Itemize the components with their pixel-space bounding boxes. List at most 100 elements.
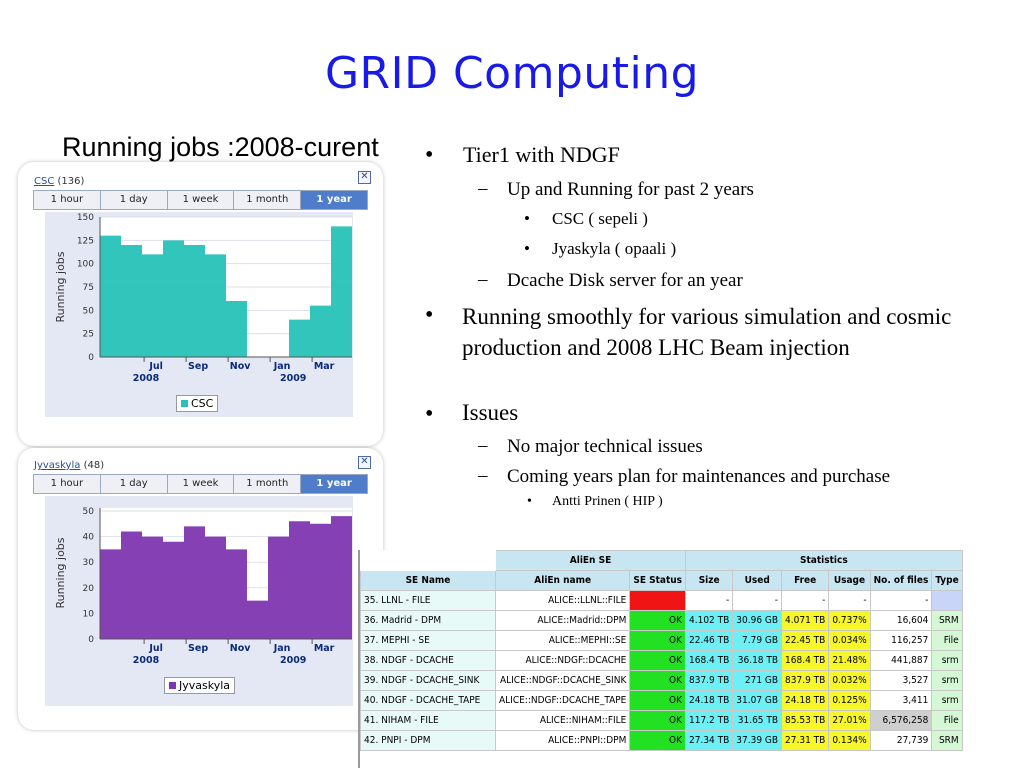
se-name-cell[interactable]: 41. NIHAM - FILE (360, 710, 496, 731)
alien-name-cell: ALICE::NIHAM::FILE (494, 710, 631, 731)
job-count: (48) (83, 460, 105, 471)
alien-name-cell: ALICE::MEPHI::SE (494, 630, 631, 651)
col-alien-name[interactable]: AliEn name (494, 570, 631, 591)
storage-element-table: AliEn SE Statistics SE Name AliEn name S… (360, 550, 963, 751)
used-cell: 271 GB (732, 670, 783, 691)
tab-1-month[interactable]: 1 month (234, 191, 302, 209)
se-name-cell[interactable]: 42. PNPI - DPM (360, 730, 496, 751)
site-link[interactable]: CSC (34, 176, 55, 187)
site-link[interactable]: Jyvaskyla (34, 460, 81, 471)
widget-title: CSC (136) (34, 176, 84, 187)
series-area-path (100, 516, 352, 639)
tab-1-week[interactable]: 1 week (167, 475, 235, 493)
y-tick-label: 30 (83, 558, 95, 568)
csc-jobs-widget: CSC (136) ✕ 1 hour 1 day 1 week 1 month … (18, 162, 383, 446)
table-row: 37. MEPHI - SE ALICE::MEPHI::SE OK 22.46… (360, 630, 963, 651)
bullet-issues: Issues (462, 400, 519, 425)
y-tick-labels: 150 125 100 75 50 25 0 (77, 213, 94, 363)
tab-1-hour[interactable]: 1 hour (34, 475, 101, 493)
se-name-cell[interactable]: 36. Madrid - DPM (360, 610, 496, 631)
legend-swatch (181, 400, 188, 407)
tab-1-week[interactable]: 1 week (167, 191, 235, 209)
tab-1-year[interactable]: 1 year (301, 191, 367, 209)
type-cell: srm (931, 690, 963, 711)
x-tick-label: Mar (314, 361, 335, 372)
dash-1: – (478, 178, 488, 199)
column-header-row: SE Name AliEn name SE Status Size Used F… (360, 570, 963, 591)
time-range-tabs: 1 hour 1 day 1 week 1 month 1 year (33, 190, 368, 210)
col-se-name[interactable]: SE Name (360, 570, 496, 591)
col-size[interactable]: Size (685, 570, 734, 591)
bullet-running-smoothly: Running smoothly for various simulation … (462, 304, 952, 360)
dot-antti: • (527, 494, 532, 509)
table-row: 42. PNPI - DPM ALICE::PNPI::DPM OK 27.34… (360, 730, 963, 751)
type-cell: SRM (931, 610, 963, 631)
se-name-cell[interactable]: 37. MEPHI - SE (360, 630, 496, 651)
year-label: 2008 (133, 655, 160, 666)
status-cell: OK (629, 710, 687, 731)
close-icon[interactable]: ✕ (358, 456, 371, 469)
x-tick-label: Nov (230, 643, 251, 654)
slide-title: GRID Computing (324, 48, 700, 99)
usage-cell: 0.134% (828, 730, 871, 751)
tab-1-hour[interactable]: 1 hour (34, 191, 101, 209)
bullet-dot: • (425, 142, 434, 168)
status-cell (629, 590, 687, 611)
size-cell: 168.4 TB (685, 650, 734, 671)
col-type[interactable]: Type (931, 570, 963, 591)
tab-1-year[interactable]: 1 year (301, 475, 367, 493)
group-header-row: AliEn SE Statistics (360, 550, 963, 571)
tab-1-day[interactable]: 1 day (100, 475, 168, 493)
used-cell: 30.96 GB (732, 610, 783, 631)
tab-1-day[interactable]: 1 day (100, 191, 168, 209)
jyvaskyla-chart-svg: 50 40 30 20 10 0 Jul Sep Nov Jan Mar 2008 2009 Runn… (54, 507, 352, 666)
statistics-group-header: Statistics (685, 550, 963, 571)
col-usage[interactable]: Usage (828, 570, 871, 591)
status-cell: OK (629, 670, 687, 691)
free-cell: 85.53 TB (781, 710, 830, 731)
files-cell: 27,739 (869, 730, 933, 751)
se-name-cell[interactable]: 39. NDGF - DCACHE_SINK (360, 670, 496, 691)
se-name-cell[interactable]: 40. NDGF - DCACHE_TAPE (360, 690, 496, 711)
type-cell: srm (931, 670, 963, 691)
y-tick-labels: 50 40 30 20 10 0 (83, 507, 95, 645)
bullet-no-issues: No major technical issues (507, 436, 703, 457)
table-row: 41. NIHAM - FILE ALICE::NIHAM::FILE OK 1… (360, 710, 963, 731)
chart-legend: CSC (176, 395, 219, 412)
y-tick-label: 10 (83, 609, 95, 619)
alien-name-cell: ALICE::Madrid::DPM (494, 610, 631, 631)
bullet-tier1: Tier1 with NDGF (463, 142, 620, 167)
files-cell: 3,527 (869, 670, 933, 691)
se-name-cell[interactable]: 35. LLNL - FILE (360, 590, 496, 611)
col-free[interactable]: Free (781, 570, 830, 591)
files-cell: 441,887 (869, 650, 933, 671)
col-used[interactable]: Used (732, 570, 783, 591)
used-cell: - (732, 590, 783, 611)
se-name-cell[interactable]: 38. NDGF - DCACHE (360, 650, 496, 671)
used-cell: 37.39 GB (732, 730, 783, 751)
status-cell: OK (629, 630, 687, 651)
y-tick-label: 25 (83, 330, 94, 340)
x-tick-label: Nov (230, 361, 251, 372)
tab-1-month[interactable]: 1 month (234, 475, 302, 493)
time-range-tabs: 1 hour 1 day 1 week 1 month 1 year (33, 474, 368, 494)
free-cell: 4.071 TB (781, 610, 830, 631)
jyvaskyla-jobs-widget: Jyvaskyla (48) ✕ 1 hour 1 day 1 week 1 m… (18, 448, 383, 730)
free-cell: 168.4 TB (781, 650, 830, 671)
used-cell: 36.18 TB (732, 650, 783, 671)
close-icon[interactable]: ✕ (358, 171, 371, 184)
bullet-antti: Antti Prinen ( HIP ) (552, 494, 663, 509)
used-cell: 7.79 GB (732, 630, 783, 651)
usage-cell: 27.01% (828, 710, 871, 731)
free-cell: - (781, 590, 830, 611)
col-se-status[interactable]: SE Status (629, 570, 687, 591)
free-cell: 24.18 TB (781, 690, 830, 711)
alien-se-group-header: AliEn SE (494, 550, 687, 571)
status-cell: OK (629, 610, 687, 631)
col-files[interactable]: No. of files (869, 570, 933, 591)
dash-4: – (478, 465, 488, 486)
y-tick-label: 50 (83, 306, 95, 316)
dot-jyaskyla: • (524, 239, 530, 258)
series-area (100, 226, 352, 357)
se-table-container: AliEn SE Statistics SE Name AliEn name S… (358, 550, 1024, 768)
